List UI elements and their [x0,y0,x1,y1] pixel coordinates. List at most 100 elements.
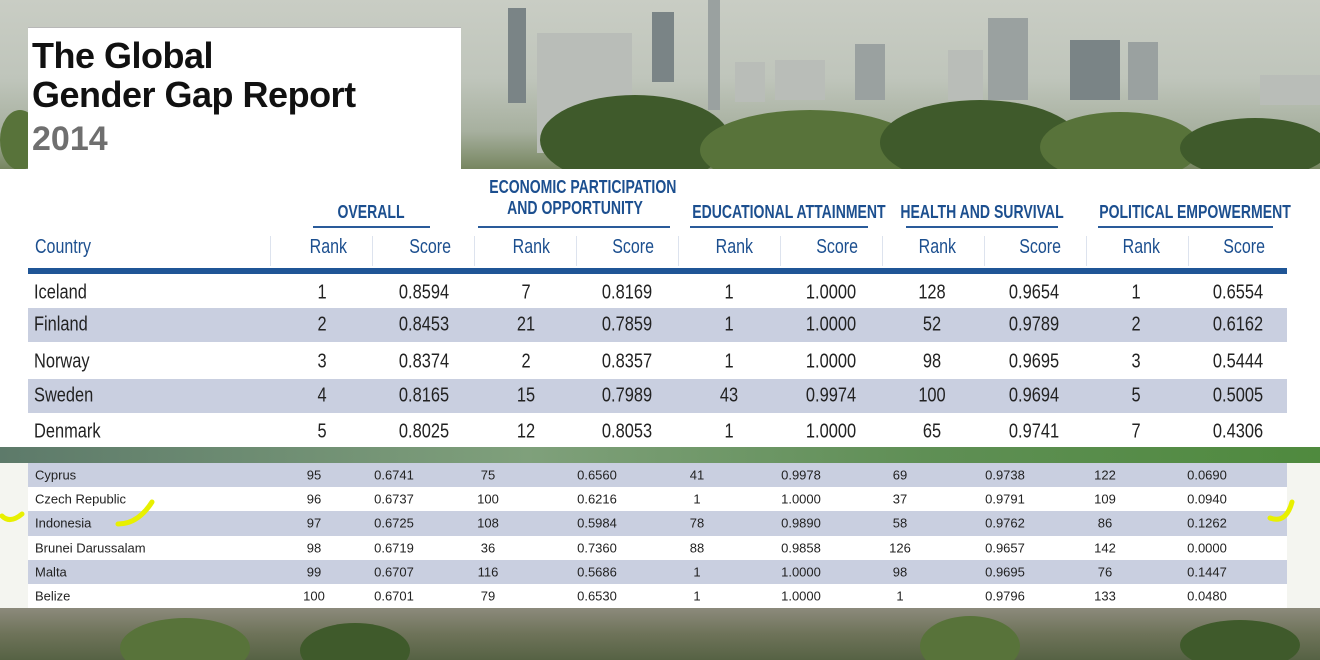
economic-score: 0.8357 [601,350,653,372]
economic-score: 0.6560 [577,467,617,483]
report-title-card: The Global Gender Gap Report 2014 [28,27,461,169]
column-header-country: Country [35,236,92,258]
health-score: 0.9694 [1008,384,1060,407]
health-score: 0.9741 [1008,420,1060,443]
overall-score: 0.8025 [398,420,450,443]
overall-rank: 2 [317,313,327,336]
header-divider [28,268,1287,274]
health-rank: 128 [918,281,946,303]
political-score: 0.0690 [1187,467,1227,483]
health-rank: 65 [922,420,942,443]
health-score: 0.9695 [985,564,1025,580]
economic-score: 0.8169 [601,281,653,303]
educational-score: 1.0000 [781,588,821,604]
political-rank: 1 [1131,281,1141,303]
report-title-line2: Gender Gap Report [32,74,356,115]
table-row: Iceland 1 0.8594 7 0.8169 1 1.0000 128 0.9654 1 0.… [28,275,1287,310]
column-header-economic-rank: Rank [512,236,551,258]
political-rank: 7 [1131,420,1141,443]
economic-rank: 79 [480,588,496,604]
political-score: 0.4306 [1212,420,1264,443]
political-rank: 5 [1131,384,1141,407]
overall-score: 0.6737 [374,491,414,507]
table-row: Norway 3 0.8374 2 0.8357 1 1.0000 98 0.9695 3 0.54… [28,344,1287,379]
health-rank: 98 [922,350,942,372]
table-row: Cyprus 95 0.6741 75 0.6560 41 0.9978 69 0.9738 12… [28,463,1287,488]
educational-rank: 1 [693,491,701,507]
educational-score: 1.0000 [805,350,857,372]
educational-rank: 78 [689,515,705,531]
educational-score: 1.0000 [805,313,857,336]
health-rank: 1 [896,588,904,604]
background-green-strip [0,447,1320,463]
political-rank: 2 [1131,313,1141,336]
country-name: Denmark [34,420,101,443]
health-rank: 37 [892,491,908,507]
table-row: Indonesia 97 0.6725 108 0.5984 78 0.9890 58 0.97… [28,511,1287,536]
health-rank: 52 [922,313,942,336]
background-foliage-photo [0,608,1320,660]
health-rank: 126 [889,540,911,556]
rankings-table-top: OVERALL ECONOMIC PARTICIPATION AND OPPOR… [0,169,1320,447]
health-score: 0.9695 [1008,350,1060,372]
political-score: 0.5005 [1212,384,1264,407]
column-header-economic-score: Score [612,236,655,258]
column-header-health-rank: Rank [918,236,957,258]
political-score: 0.1262 [1187,515,1227,531]
overall-score: 0.8594 [398,281,450,303]
economic-rank: 7 [521,281,531,303]
health-rank: 58 [892,515,908,531]
country-name: Finland [34,313,88,336]
health-score: 0.9796 [985,588,1025,604]
political-rank: 133 [1094,588,1116,604]
overall-score: 0.6725 [374,515,414,531]
educational-score: 0.9890 [781,515,821,531]
educational-score: 1.0000 [781,564,821,580]
health-score: 0.9738 [985,467,1025,483]
educational-score: 1.0000 [805,420,857,443]
table-row: Brunei Darussalam 98 0.6719 36 0.7360 88 0.985… [28,536,1287,560]
column-header-educational-score: Score [816,236,859,258]
educational-rank: 1 [724,313,734,336]
country-name: Belize [35,588,71,604]
table-row: Belize 100 0.6701 79 0.6530 1 1.0000 1 0.9796 133… [28,584,1287,608]
economic-rank: 108 [477,515,499,531]
overall-score: 0.8374 [398,350,450,372]
health-score: 0.9657 [985,540,1025,556]
column-header-health-score: Score [1019,236,1062,258]
table-row: Finland 2 0.8453 21 0.7859 1 1.0000 52 0.9789 2 0.… [28,308,1287,342]
country-name: Malta [35,564,67,580]
overall-score: 0.6719 [374,540,414,556]
column-header-overall-score: Score [409,236,452,258]
overall-rank: 1 [317,281,327,303]
table-row: Sweden 4 0.8165 15 0.7989 43 0.9974 100 0.9694 5 0… [28,379,1287,413]
political-rank: 122 [1094,467,1116,483]
health-score: 0.9789 [1008,313,1060,336]
political-score: 0.0000 [1187,540,1227,556]
political-score: 0.6162 [1212,313,1264,336]
country-name: Norway [34,350,90,372]
political-score: 0.6554 [1212,281,1264,303]
group-header-economic: ECONOMIC PARTICIPATION AND OPPORTUNITY [489,177,677,218]
overall-rank: 98 [306,540,322,556]
overall-rank: 95 [306,467,322,483]
overall-rank: 100 [303,588,325,604]
overall-score: 0.8165 [398,384,450,407]
economic-score: 0.5686 [577,564,617,580]
highlighter-mark-right [1267,499,1295,522]
report-title-line1: The Global [32,35,214,76]
political-rank: 142 [1094,540,1116,556]
economic-rank: 116 [477,564,499,580]
economic-score: 0.7989 [601,384,653,407]
column-header-educational-rank: Rank [715,236,754,258]
political-score: 0.5444 [1212,350,1264,372]
group-header-health: HEALTH AND SURVIVAL [900,202,1064,222]
column-header-political-rank: Rank [1122,236,1161,258]
economic-rank: 21 [516,313,536,336]
group-header-political: POLITICAL EMPOWERMENT [1099,202,1291,222]
economic-rank: 2 [521,350,531,372]
overall-score: 0.8453 [398,313,450,336]
educational-rank: 1 [724,420,734,443]
health-rank: 69 [892,467,908,483]
economic-rank: 75 [480,467,496,483]
